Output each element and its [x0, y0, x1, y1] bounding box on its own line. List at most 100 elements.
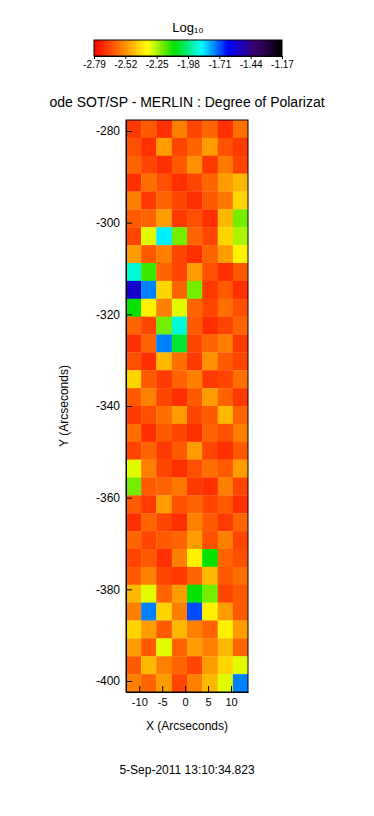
heatmap-cell: [156, 263, 172, 281]
heatmap-cell: [141, 281, 156, 299]
heatmap-cell: [126, 478, 141, 496]
heatmap-cell: [141, 388, 156, 406]
heatmap-cell: [202, 549, 218, 567]
colorbar-tick: -1.98: [177, 56, 200, 70]
heatmap-cell: [156, 656, 172, 674]
heatmap-cell: [218, 603, 233, 621]
heatmap-cell: [141, 460, 156, 478]
heatmap-cell: [187, 281, 202, 299]
heatmap-cell: [156, 156, 172, 174]
colorbar-label: Log₁₀: [172, 20, 203, 35]
heatmap-cell: [141, 603, 156, 621]
y-tick: -300: [96, 216, 132, 230]
heatmap-cell: [172, 388, 187, 406]
x-tick-mark: [231, 686, 232, 692]
colorbar-tick-label: -2.25: [146, 59, 169, 70]
heatmap-cell: [126, 335, 141, 353]
heatmap-cell: [202, 478, 218, 496]
heatmap-cell: [187, 567, 202, 585]
heatmap-cell: [172, 460, 187, 478]
heatmap-cell: [187, 192, 202, 210]
heatmap-cell: [172, 227, 187, 245]
heatmap-cell: [126, 603, 141, 621]
heatmap-cell: [172, 156, 187, 174]
heatmap-cell: [187, 138, 202, 156]
heatmap-cell: [233, 513, 248, 531]
heatmap-cell: [156, 495, 172, 513]
heatmap-cell: [172, 513, 187, 531]
heatmap-cell: [126, 621, 141, 639]
heatmap-cell: [187, 317, 202, 335]
heatmap-cell: [141, 424, 156, 442]
x-tick-mark: [185, 686, 186, 692]
heatmap-cell: [156, 674, 172, 692]
heatmap-cell: [156, 460, 172, 478]
heatmap-cell: [141, 192, 156, 210]
heatmap-cell: [202, 674, 218, 692]
heatmap-cell: [141, 370, 156, 388]
heatmap-cell: [126, 638, 141, 656]
heatmap-cell: [187, 352, 202, 370]
x-tick-mark: [139, 686, 140, 692]
y-tick-label: -400: [96, 674, 120, 688]
heatmap-cell: [172, 531, 187, 549]
heatmap-cell: [172, 656, 187, 674]
heatmap-cell: [202, 174, 218, 192]
heatmap-cell: [202, 531, 218, 549]
x-tick: 5: [206, 686, 212, 708]
heatmap-cell: [172, 370, 187, 388]
heatmap-cell: [218, 174, 233, 192]
heatmap-cell: [156, 621, 172, 639]
heatmap-cell: [218, 406, 233, 424]
heatmap-cell: [187, 549, 202, 567]
heatmap-cell: [126, 209, 141, 227]
heatmap-cell: [126, 549, 141, 567]
heatmap-cell: [172, 585, 187, 603]
heatmap-cell: [172, 299, 187, 317]
x-axis-line: [127, 692, 249, 693]
chart: -10-50510-400-380-360-340-320-300-280ode…: [0, 0, 374, 816]
heatmap-cell: [141, 317, 156, 335]
heatmap-cell: [202, 263, 218, 281]
y-tick-label: -380: [96, 583, 120, 597]
heatmap-cell: [156, 227, 172, 245]
heatmap-cell: [202, 424, 218, 442]
heatmap-cell: [172, 567, 187, 585]
heatmap-cell: [202, 585, 218, 603]
heatmap-cell: [187, 424, 202, 442]
x-tick-label: -5: [158, 696, 168, 708]
heatmap-cell: [156, 120, 172, 138]
heatmap-cell: [141, 567, 156, 585]
colorbar-tick-label: -1.44: [240, 59, 263, 70]
heatmap-cell: [233, 424, 248, 442]
heatmap-cell: [187, 406, 202, 424]
heatmap-cell: [233, 531, 248, 549]
timestamp: 5-Sep-2011 13:10:34.823: [119, 763, 255, 777]
heatmap-cell: [141, 495, 156, 513]
y-axis-title: Y (Arcseconds): [57, 365, 71, 447]
heatmap-cell: [233, 567, 248, 585]
heatmap-cell: [172, 335, 187, 353]
heatmap-cell: [202, 299, 218, 317]
heatmap-cell: [141, 478, 156, 496]
y-tick-label: -320: [96, 308, 120, 322]
heatmap-cell: [233, 156, 248, 174]
x-tick-mark: [208, 686, 209, 692]
heatmap-cell: [126, 120, 141, 138]
heatmap-cell: [233, 245, 248, 263]
heatmap-cell: [141, 209, 156, 227]
heatmap-cell: [202, 656, 218, 674]
heatmap-cell: [187, 209, 202, 227]
heatmap-cell: [233, 227, 248, 245]
heatmap-cell: [172, 245, 187, 263]
heatmap-cell: [126, 174, 141, 192]
heatmap-cell: [202, 442, 218, 460]
heatmap-cell: [141, 335, 156, 353]
colorbar-tick: -2.25: [146, 56, 169, 70]
heatmap-cell: [218, 656, 233, 674]
plot-frame: [126, 120, 248, 692]
x-axis-title: X (Arcseconds): [146, 719, 228, 733]
heatmap-cell: [156, 352, 172, 370]
heatmap-cell: [218, 531, 233, 549]
y-tick-mark: [126, 223, 132, 224]
